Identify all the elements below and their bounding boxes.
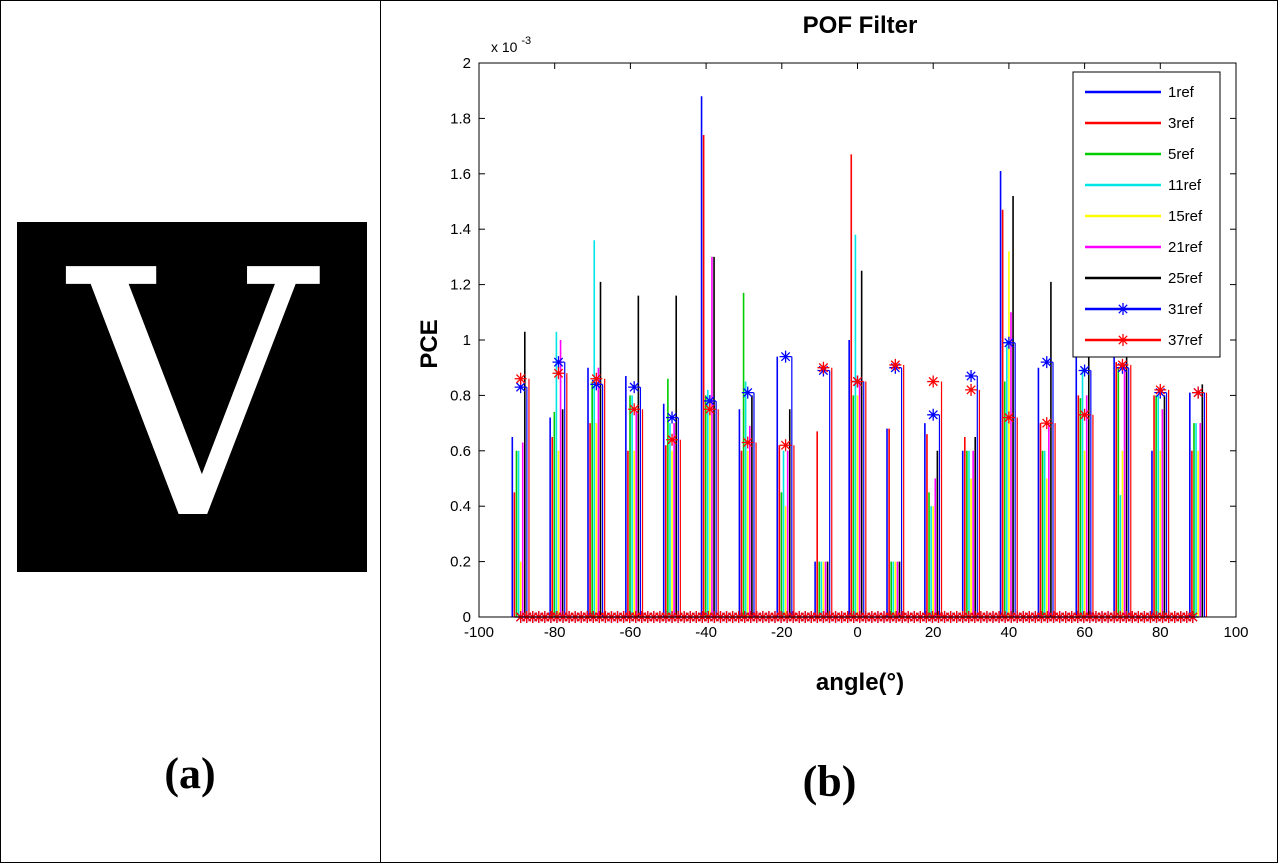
x-tick-label: 100 xyxy=(1223,624,1248,641)
legend-label-25ref: 25ref xyxy=(1168,270,1203,287)
legend-label-3ref: 3ref xyxy=(1168,115,1195,132)
legend-label-11ref: 11ref xyxy=(1168,177,1202,194)
legend-marker-37ref xyxy=(1117,334,1129,346)
caption-b: (b) xyxy=(381,760,1278,804)
x-tick-label: 80 xyxy=(1152,624,1169,641)
x-tick-label: 40 xyxy=(1001,624,1018,641)
y-tick-label: 2 xyxy=(463,55,471,72)
x-tick-label: -60 xyxy=(620,624,642,641)
legend-label-1ref: 1ref xyxy=(1168,84,1195,101)
y-tick-label: 0 xyxy=(463,609,471,626)
legend-label-5ref: 5ref xyxy=(1168,146,1195,163)
y-tick-label: 1 xyxy=(463,332,471,349)
y-tick-label: 1.4 xyxy=(450,221,471,238)
exponent-label: x 10 -3 xyxy=(491,35,531,55)
legend-label-21ref: 21ref xyxy=(1168,239,1203,256)
y-tick-label: 0.2 xyxy=(450,554,471,571)
peak-marker-37ref xyxy=(1041,417,1053,429)
y-tick-label: 1.6 xyxy=(450,166,471,183)
legend-marker-31ref xyxy=(1117,303,1129,315)
y-tick-label: 1.8 xyxy=(450,110,471,127)
caption-a: (a) xyxy=(0,752,380,796)
legend-label-37ref: 37ref xyxy=(1168,332,1203,349)
legend-label-15ref: 15ref xyxy=(1168,208,1203,225)
x-tick-label: -80 xyxy=(544,624,566,641)
x-tick-label: 20 xyxy=(925,624,942,641)
letter-v-image: V xyxy=(17,222,367,572)
peak-marker-31ref xyxy=(1079,364,1091,376)
x-tick-label: -20 xyxy=(771,624,793,641)
plot-content: -100 -80 -60 -40 -20 0 20 40 60 80 100 0 0.2 0.4 0.6 0.… xyxy=(450,55,1248,641)
x-tick-label: 60 xyxy=(1076,624,1093,641)
y-tick-label: 0.8 xyxy=(450,387,471,404)
y-axis-label: PCE xyxy=(416,319,443,368)
y-tick-label: 1.2 xyxy=(450,277,471,294)
x-tick-label: -40 xyxy=(695,624,717,641)
exponent-base: x 10 xyxy=(491,39,518,55)
pof-filter-chart: POF Filter x 10 -3 PCE angle(°) -100 -80-… xyxy=(381,0,1277,740)
y-tick-label: 0.4 xyxy=(450,498,471,515)
x-axis-label: angle(°) xyxy=(816,669,904,696)
peak-marker-31ref xyxy=(1041,356,1053,368)
y-tick-label: 0.6 xyxy=(450,443,471,460)
x-tick-label: 0 xyxy=(853,624,861,641)
legend-label-31ref: 31ref xyxy=(1168,301,1203,318)
x-tick-label: -100 xyxy=(464,624,494,641)
chart-title: POF Filter xyxy=(803,12,918,39)
exponent-power: -3 xyxy=(521,35,531,47)
letter-v-glyph: V xyxy=(69,222,315,572)
